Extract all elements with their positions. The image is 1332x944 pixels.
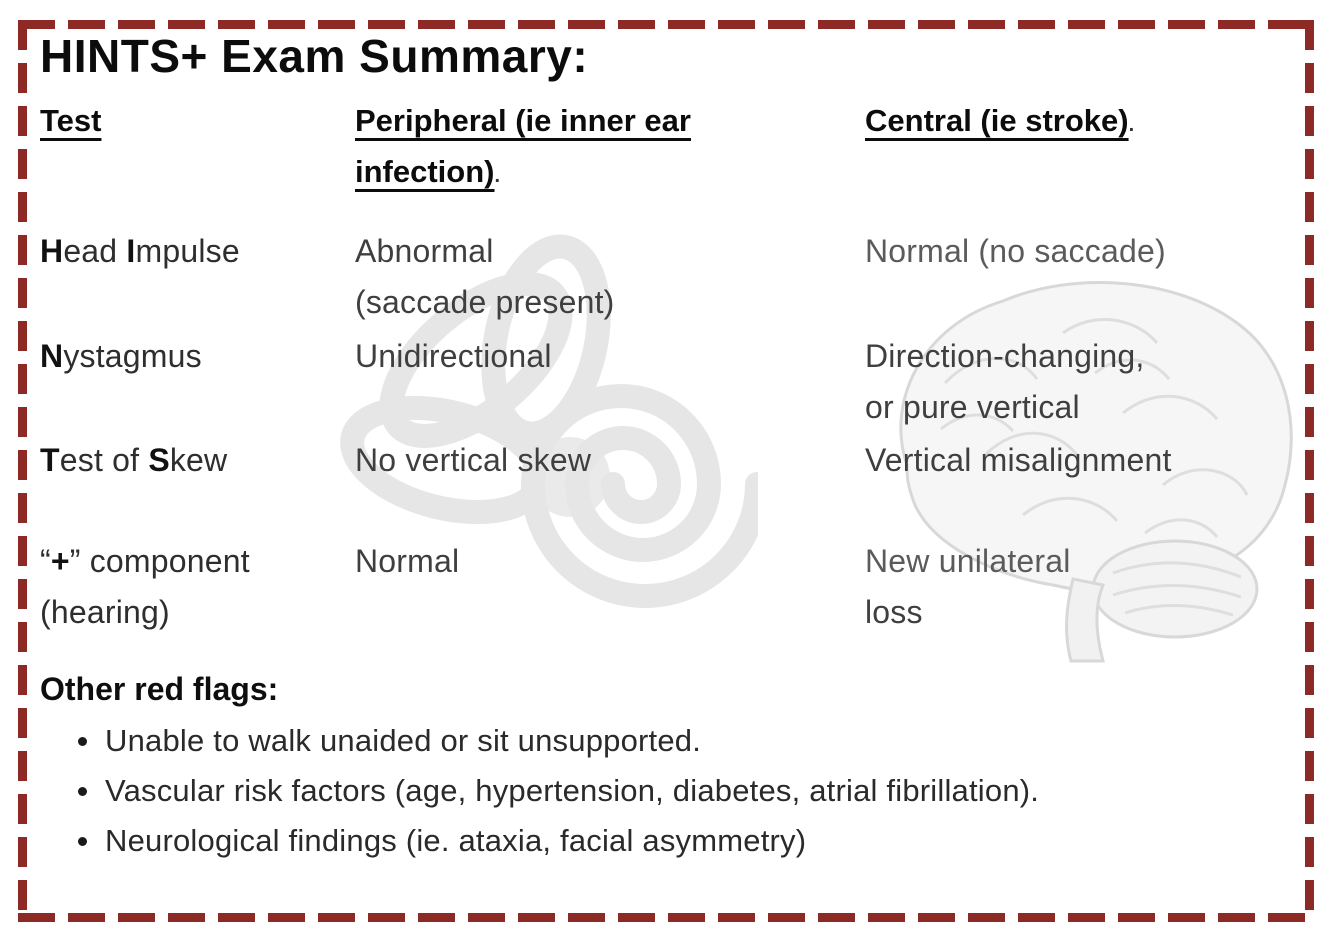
peripheral-finding: No vertical skew	[355, 442, 592, 478]
brain-watermark-icon	[899, 281, 1293, 663]
page-title: HINTS+ Exam Summary:	[40, 30, 589, 82]
table-row: “+” component (hearing) Normal New unila…	[40, 536, 1302, 638]
red-flag-item: Unable to walk unaided or sit unsupporte…	[40, 716, 1125, 766]
header-period: .	[494, 165, 501, 187]
test-name-head-impulse: Head Impulse	[40, 233, 240, 269]
red-flags-list: Unable to walk unaided or sit unsupporte…	[40, 716, 1302, 866]
red-flag-item: Neurological findings (ie. ataxia, facia…	[40, 816, 1125, 866]
table-row: Test of Skew No vertical skew Vertical m…	[40, 435, 1302, 486]
column-header-peripheral: Peripheral (ie inner ear infection).	[355, 103, 691, 189]
central-finding: New unilateral loss	[865, 543, 1071, 630]
red-flags-heading: Other red flags:	[40, 671, 279, 707]
column-header-central: Central (ie stroke).	[865, 103, 1135, 138]
central-finding: Normal (no saccade)	[865, 233, 1166, 269]
peripheral-finding: Abnormal (saccade present)	[355, 233, 615, 320]
test-name-nystagmus: Nystagmus	[40, 338, 202, 374]
header-period: .	[1128, 114, 1135, 136]
test-name-plus-component: “+” component (hearing)	[40, 543, 250, 630]
inner-ear-watermark-icon	[340, 234, 758, 608]
central-finding: Direction-changing, or pure vertical	[865, 338, 1145, 425]
central-finding: Vertical misalignment	[865, 442, 1172, 478]
table-row: Nystagmus Unidirectional Direction-chang…	[40, 331, 1302, 433]
test-name-test-of-skew: Test of Skew	[40, 442, 228, 478]
dashed-border-bottom	[18, 913, 1314, 922]
peripheral-finding: Normal	[355, 543, 460, 579]
table-header-row: Test Peripheral (ie inner ear infection)…	[40, 95, 1302, 202]
peripheral-finding: Unidirectional	[355, 338, 552, 374]
dashed-border-top	[18, 20, 1314, 29]
dashed-border-right	[1305, 20, 1314, 922]
slide-content: HINTS+ Exam Summary: Test Peripheral (ie…	[40, 30, 1302, 866]
red-flag-item: Vascular risk factors (age, hypertension…	[40, 766, 1125, 816]
dashed-border-left	[18, 20, 27, 922]
column-header-test: Test	[40, 103, 102, 138]
table-row: Head Impulse Abnormal (saccade present) …	[40, 226, 1302, 328]
